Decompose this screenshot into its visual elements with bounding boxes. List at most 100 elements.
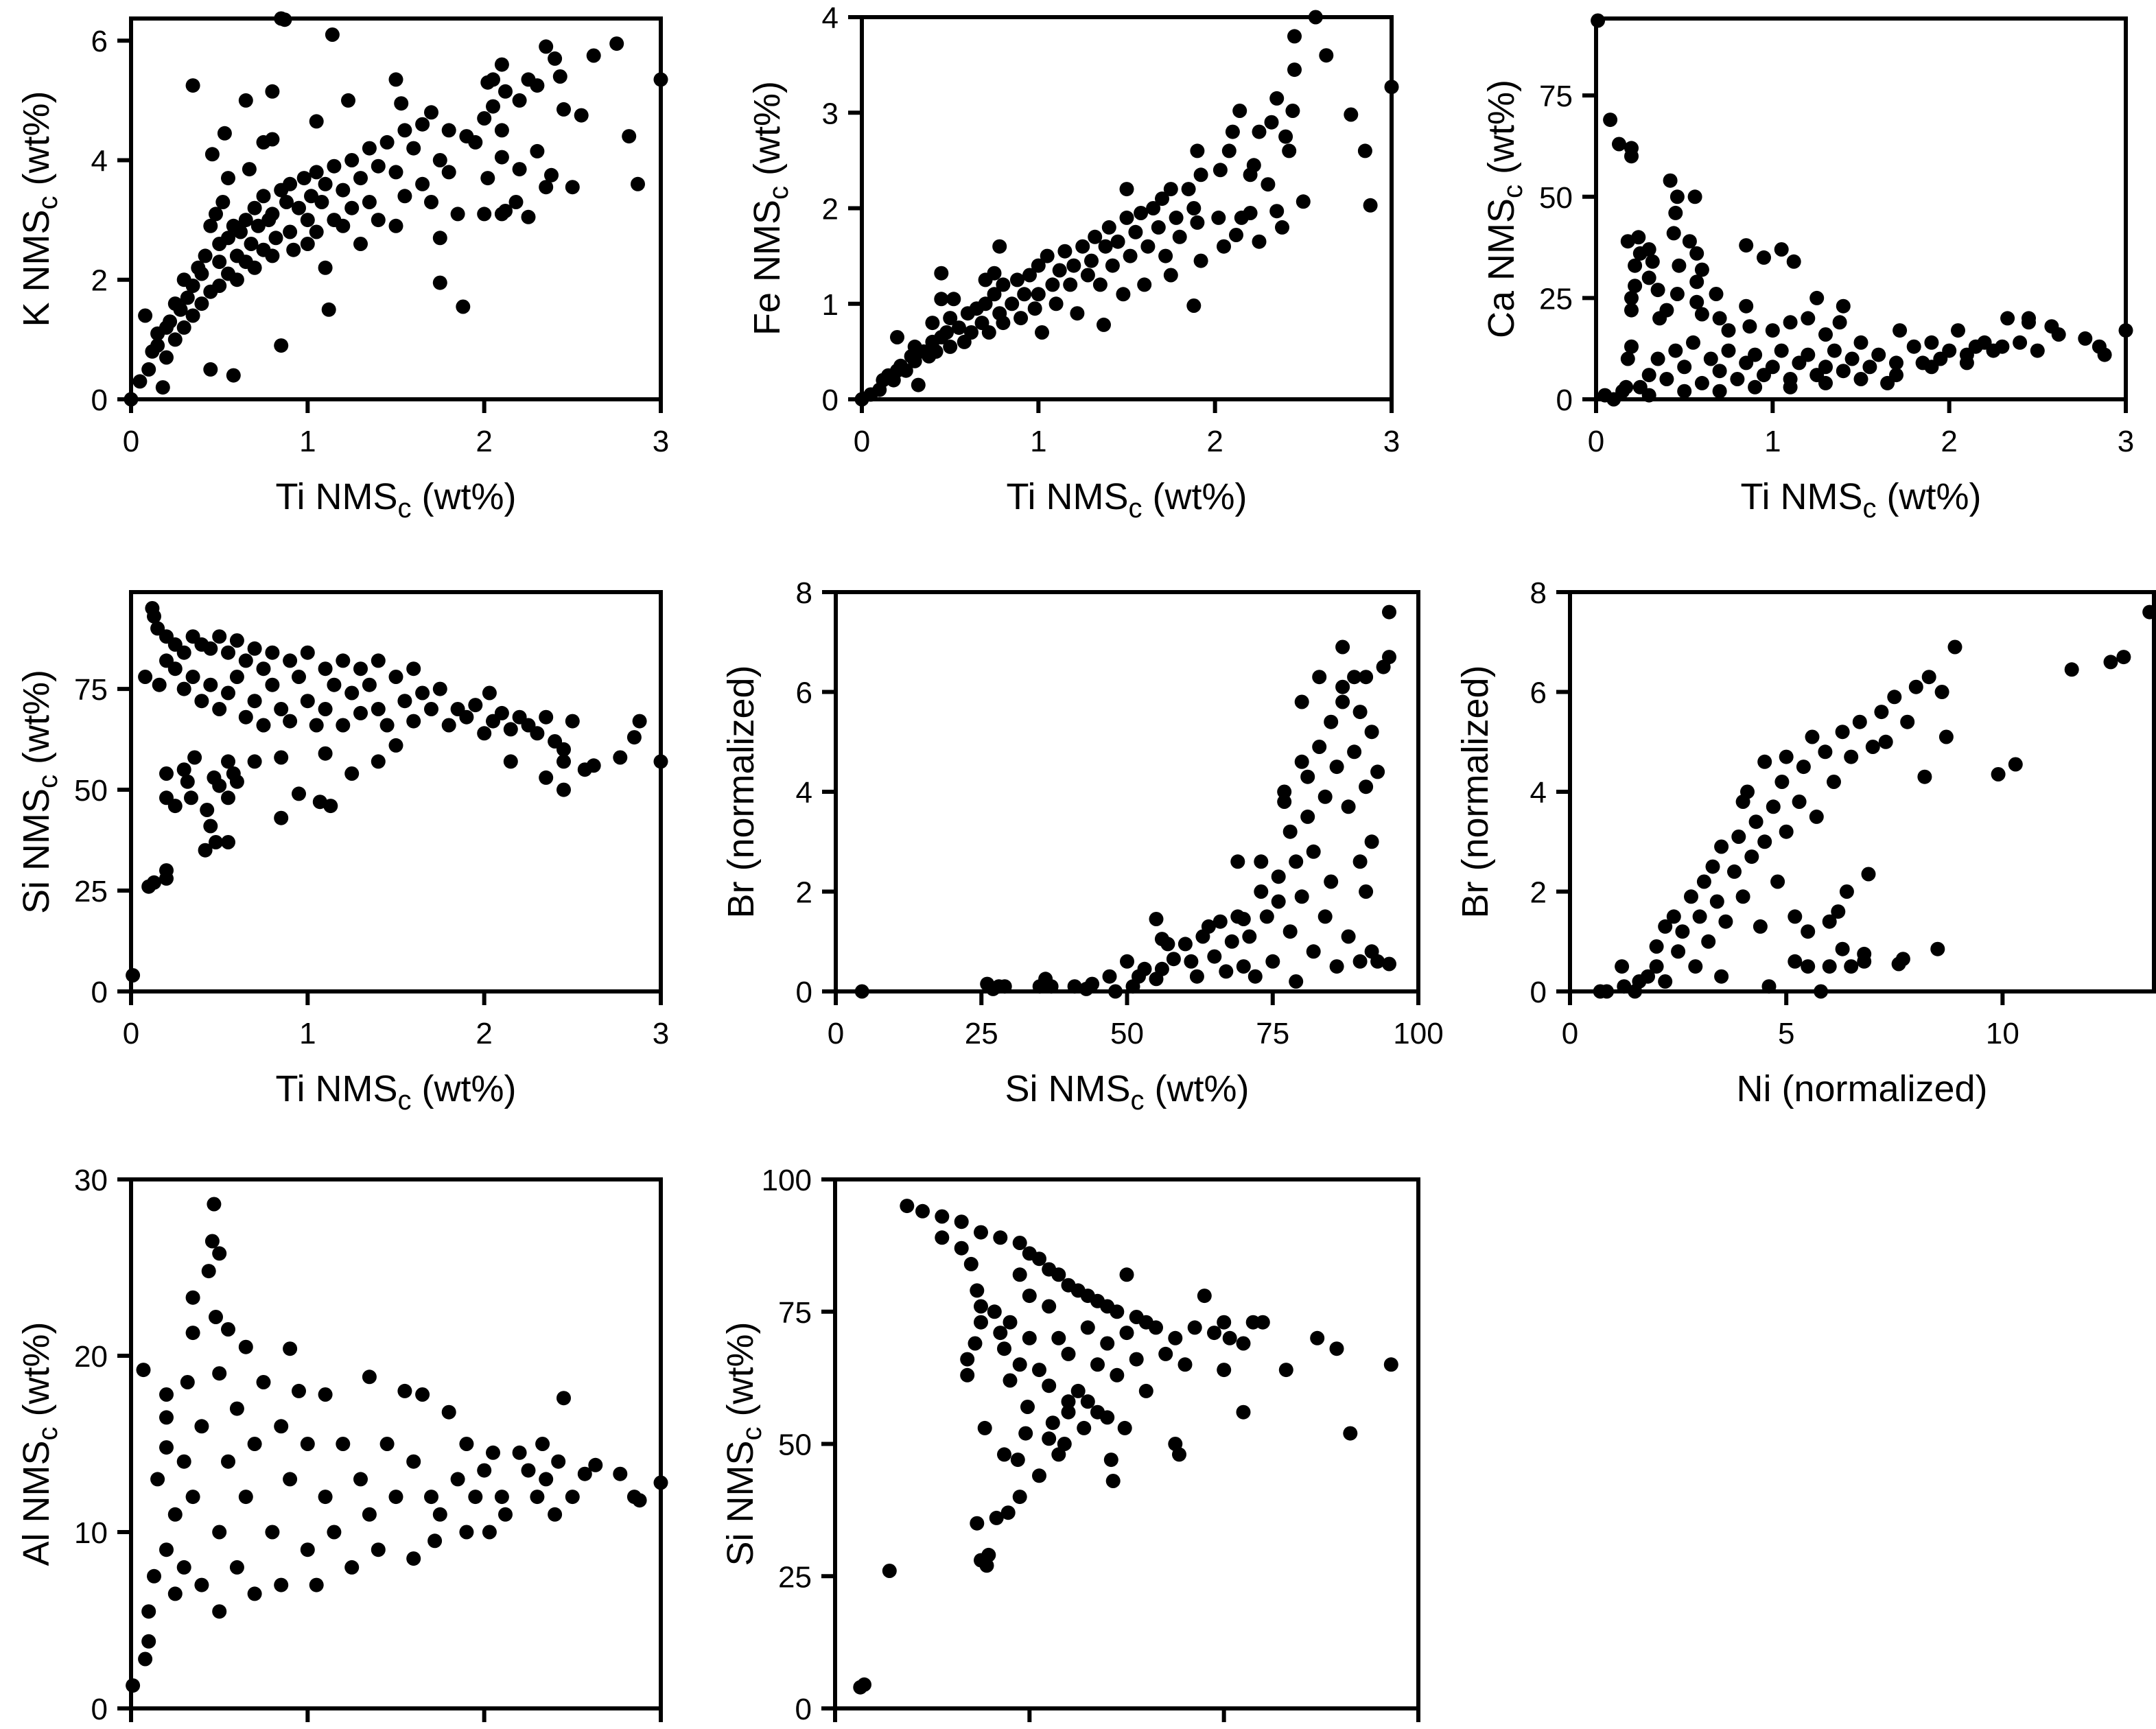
data-point <box>1703 351 1718 366</box>
data-point <box>286 242 301 257</box>
data-point <box>159 863 174 878</box>
y-axis-label: Ca NMSc (wt%) <box>1481 80 1528 338</box>
data-point <box>970 1283 985 1298</box>
data-point <box>247 754 262 769</box>
data-point <box>309 114 324 129</box>
data-point <box>1119 1267 1134 1282</box>
data-point <box>185 1490 200 1505</box>
data-point <box>498 84 513 99</box>
data-point <box>1344 107 1359 122</box>
x-tick-label: 2 <box>1941 425 1957 458</box>
data-point <box>1682 234 1697 249</box>
data-point <box>1827 343 1842 358</box>
y-tick-label: 20 <box>74 1340 108 1374</box>
data-point <box>1287 29 1302 44</box>
data-point <box>1924 335 1939 350</box>
data-point <box>1098 239 1113 254</box>
data-point <box>925 316 940 331</box>
data-point <box>1689 274 1704 290</box>
data-point <box>928 344 944 359</box>
data-point <box>1352 854 1368 869</box>
data-point <box>441 123 456 138</box>
data-point <box>556 742 571 757</box>
data-point <box>176 645 191 660</box>
data-point <box>379 718 395 733</box>
points-k_vs_ti <box>124 11 668 407</box>
data-point <box>1363 198 1378 213</box>
data-point <box>300 645 315 660</box>
x-tick-label: 0 <box>123 425 139 458</box>
data-point <box>1005 296 1020 311</box>
data-point <box>226 368 241 383</box>
data-point <box>2051 327 2066 342</box>
data-point <box>1921 670 1936 685</box>
data-point <box>229 272 244 287</box>
y-axis-label: Fe NMSc (wt%) <box>747 81 794 336</box>
data-point <box>318 260 333 275</box>
data-point <box>486 1445 500 1460</box>
plot-frame <box>129 1177 663 1710</box>
y-tick-label: 0 <box>91 1693 108 1726</box>
data-point <box>221 685 235 701</box>
data-point <box>992 239 1007 254</box>
data-point <box>626 730 642 745</box>
data-point <box>539 770 554 785</box>
data-point <box>508 195 524 209</box>
data-point <box>586 758 601 773</box>
data-point <box>1278 1363 1293 1378</box>
data-point <box>212 778 227 793</box>
data-point <box>1285 104 1300 118</box>
data-point <box>1831 904 1846 919</box>
data-point <box>1160 937 1175 952</box>
data-point <box>185 308 200 323</box>
data-point <box>548 51 563 66</box>
data-point <box>1010 272 1024 287</box>
data-point <box>1852 714 1867 729</box>
data-point <box>321 302 336 317</box>
data-point <box>212 1604 227 1619</box>
data-point <box>1324 874 1339 889</box>
data-point <box>1382 650 1396 665</box>
data-point <box>565 180 580 195</box>
x-axis-label: Ti NMSc (wt%) <box>1741 476 1982 524</box>
data-point <box>1032 1251 1046 1267</box>
data-point <box>530 726 545 741</box>
data-point <box>247 641 262 656</box>
data-point <box>1766 799 1781 814</box>
data-point <box>1264 115 1279 130</box>
data-point <box>274 338 289 353</box>
data-point <box>556 782 571 797</box>
data-point <box>2030 343 2045 358</box>
x-tick-label: 3 <box>1383 425 1400 458</box>
data-point <box>1753 919 1768 934</box>
data-point <box>432 153 447 167</box>
data-point <box>1158 248 1173 263</box>
data-point <box>1818 327 1833 342</box>
data-point <box>247 1437 262 1451</box>
y-tick-label: 75 <box>778 1296 812 1330</box>
data-point <box>371 653 386 668</box>
data-point <box>167 1586 183 1601</box>
data-point <box>318 746 333 761</box>
data-point <box>1844 959 1859 974</box>
panel-br_vs_si: 0 25 50 75 100 0 2 4 6 8 Si NMSc (wt%) Br (normaliz… <box>720 576 1444 1116</box>
data-point <box>1080 268 1095 283</box>
data-point <box>2097 347 2112 362</box>
data-point <box>1774 242 1789 257</box>
data-point <box>952 320 966 336</box>
data-point <box>494 705 509 720</box>
data-point <box>1177 937 1193 952</box>
data-point <box>898 363 913 378</box>
data-point <box>498 1507 513 1522</box>
data-point <box>212 1246 227 1261</box>
data-point <box>1822 914 1837 929</box>
data-point <box>1052 263 1067 278</box>
data-point <box>1631 230 1646 245</box>
data-point <box>1329 760 1344 775</box>
data-point <box>1236 1404 1251 1420</box>
data-point <box>1689 246 1704 261</box>
data-point <box>1347 670 1362 685</box>
data-point <box>147 875 161 890</box>
data-point <box>209 835 223 849</box>
data-point <box>1765 360 1780 375</box>
